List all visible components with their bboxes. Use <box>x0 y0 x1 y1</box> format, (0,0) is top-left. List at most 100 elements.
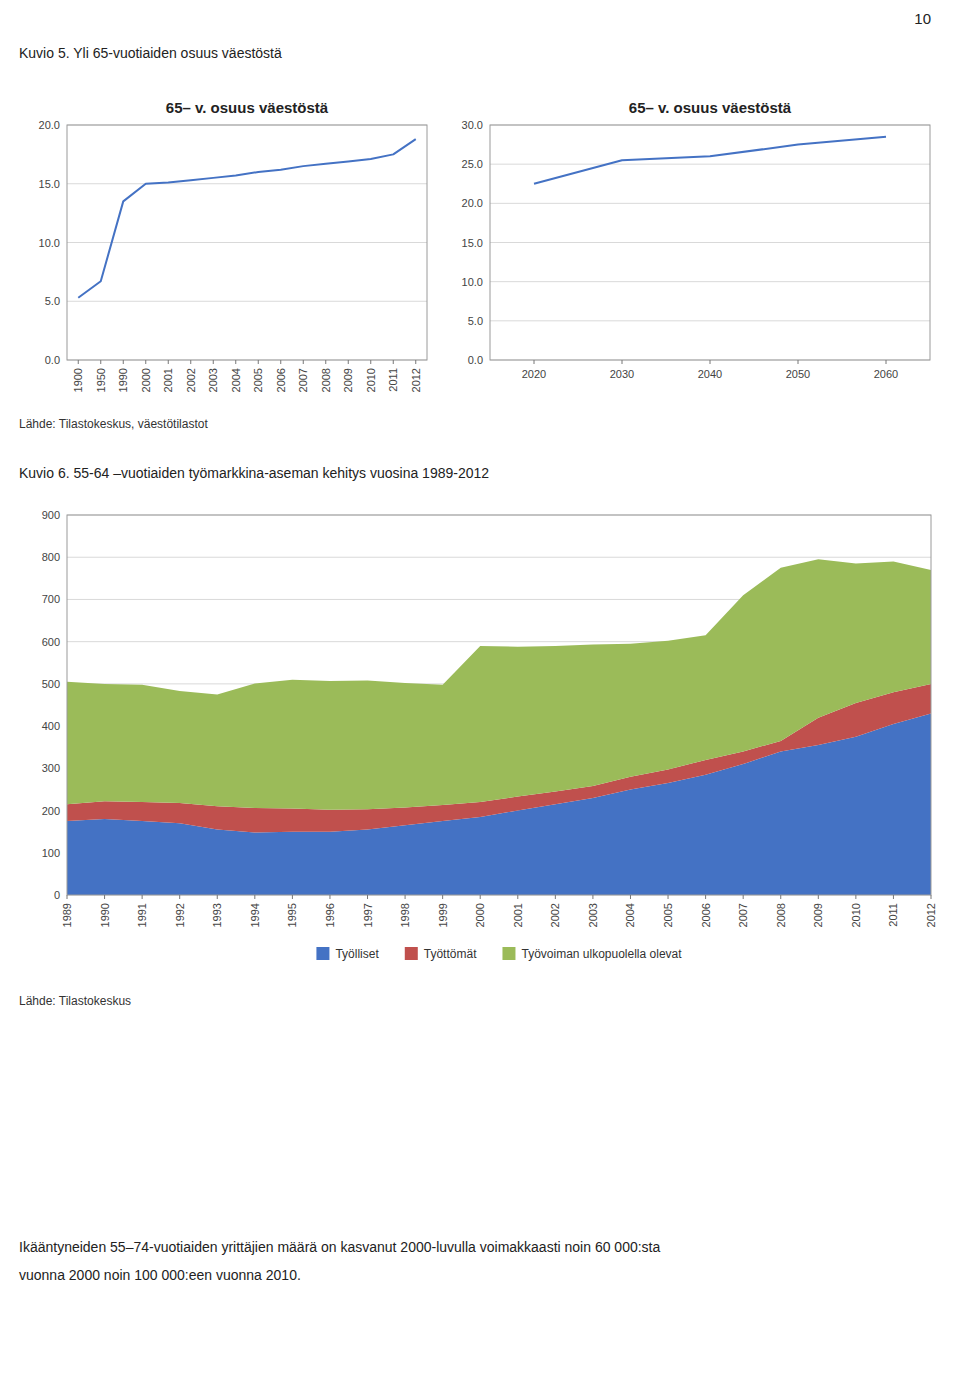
y-tick-label: 800 <box>42 551 60 563</box>
x-tick <box>743 895 744 899</box>
y-tick-label: 20.0 <box>462 197 483 209</box>
x-tick <box>280 360 281 364</box>
y-tick-label: 30.0 <box>462 119 483 131</box>
x-tick <box>329 895 330 899</box>
y-tick-label: 300 <box>42 762 60 774</box>
x-tick <box>931 895 932 899</box>
legend-label: Työlliset <box>335 947 379 961</box>
x-tick-label: 2002 <box>185 368 197 392</box>
data-line <box>78 139 416 298</box>
grid-line <box>490 242 930 243</box>
x-tick <box>145 360 146 364</box>
grid-line <box>490 164 930 165</box>
grid-line <box>67 557 931 558</box>
y-tick-label: 5.0 <box>45 295 60 307</box>
x-tick-label: 1993 <box>211 903 223 927</box>
x-tick <box>168 360 169 364</box>
x-tick <box>123 360 124 364</box>
x-tick <box>517 895 518 899</box>
legend: Työlliset Työttömät Työvoiman ulkopuolella… <box>316 947 682 961</box>
y-tick-label: 100 <box>42 847 60 859</box>
y-tick-label: 15.0 <box>39 178 60 190</box>
y-tick-label: 20.0 <box>39 119 60 131</box>
x-tick-label: 2060 <box>874 368 898 380</box>
x-tick <box>370 360 371 364</box>
x-tick <box>855 895 856 899</box>
x-tick <box>303 360 304 364</box>
x-tick-label: 1999 <box>437 903 449 927</box>
x-tick-label: 2040 <box>698 368 722 380</box>
grid-line <box>490 320 930 321</box>
x-tick <box>258 360 259 364</box>
x-tick-label: 2007 <box>297 368 309 392</box>
chart: 0100200300400500600700800900198919901991… <box>42 509 937 961</box>
x-tick-label: 2001 <box>162 368 174 392</box>
body-text: vuonna 2000 noin 100 000:een vuonna 2010… <box>19 1267 301 1283</box>
chart: 65– v. osuus väestöstä0.05.010.015.020.0… <box>39 99 427 392</box>
x-tick <box>534 360 535 364</box>
x-tick-label: 2011 <box>387 368 399 392</box>
x-tick-label: 1989 <box>61 903 73 927</box>
legend-item: Työvoiman ulkopuolella olevat <box>502 947 682 961</box>
x-tick-label: 1998 <box>399 903 411 927</box>
body-text: Ikääntyneiden 55–74-vuotiaiden yrittäjie… <box>19 1239 661 1255</box>
y-tick-label: 200 <box>42 805 60 817</box>
plot-area <box>67 125 427 360</box>
x-tick-label: 1994 <box>249 903 261 927</box>
plot-frame <box>490 125 930 360</box>
y-tick-label: 400 <box>42 720 60 732</box>
data-line <box>534 137 886 184</box>
x-tick-label: 2009 <box>342 368 354 392</box>
x-tick <box>292 895 293 899</box>
x-tick-label: 2012 <box>925 903 937 927</box>
x-tick-label: 2005 <box>662 903 674 927</box>
y-tick-label: 900 <box>42 509 60 521</box>
x-tick-label: 2030 <box>610 368 634 380</box>
x-tick <box>213 360 214 364</box>
plot-area <box>490 125 930 360</box>
x-tick-label: 2050 <box>786 368 810 380</box>
marks <box>78 139 416 298</box>
x-tick <box>705 895 706 899</box>
x-tick <box>555 895 556 899</box>
page-number: 10 <box>914 10 931 27</box>
x-tick <box>393 360 394 364</box>
page: 10Kuvio 5. Yli 65-vuotiaiden osuus väest… <box>0 0 960 1389</box>
y-tick-label: 700 <box>42 593 60 605</box>
x-tick-label: 1996 <box>324 903 336 927</box>
x-tick <box>100 360 101 364</box>
x-tick-label: 2002 <box>549 903 561 927</box>
x-tick-label: 2012 <box>410 368 422 392</box>
y-tick-label: 10.0 <box>39 237 60 249</box>
x-tick <box>668 895 669 899</box>
legend-label: Työvoiman ulkopuolella olevat <box>521 947 682 961</box>
x-tick <box>235 360 236 364</box>
y-tick-label: 0.0 <box>45 354 60 366</box>
legend-item: Työttömät <box>405 947 477 961</box>
x-tick-label: 1950 <box>95 368 107 392</box>
legend-label: Työttömät <box>424 947 477 961</box>
grid-line <box>490 203 930 204</box>
x-tick <box>415 360 416 364</box>
y-tick-label: 5.0 <box>468 315 483 327</box>
x-tick-label: 2011 <box>887 903 899 927</box>
x-tick <box>630 895 631 899</box>
x-tick-label: 2003 <box>207 368 219 392</box>
x-tick-label: 1997 <box>362 903 374 927</box>
grid-line <box>490 281 930 282</box>
x-tick-label: 1995 <box>286 903 298 927</box>
x-tick <box>67 895 68 899</box>
x-tick <box>886 360 887 364</box>
x-tick-label: 2006 <box>700 903 712 927</box>
x-tick-label: 1990 <box>99 903 111 927</box>
x-tick <box>367 895 368 899</box>
x-tick <box>780 895 781 899</box>
x-tick <box>592 895 593 899</box>
x-tick-label: 2010 <box>365 368 377 392</box>
x-tick <box>254 895 255 899</box>
x-tick <box>179 895 180 899</box>
x-tick <box>818 895 819 899</box>
plot-area <box>67 515 931 895</box>
legend-swatch <box>405 947 418 960</box>
x-tick-label: 1992 <box>174 903 186 927</box>
